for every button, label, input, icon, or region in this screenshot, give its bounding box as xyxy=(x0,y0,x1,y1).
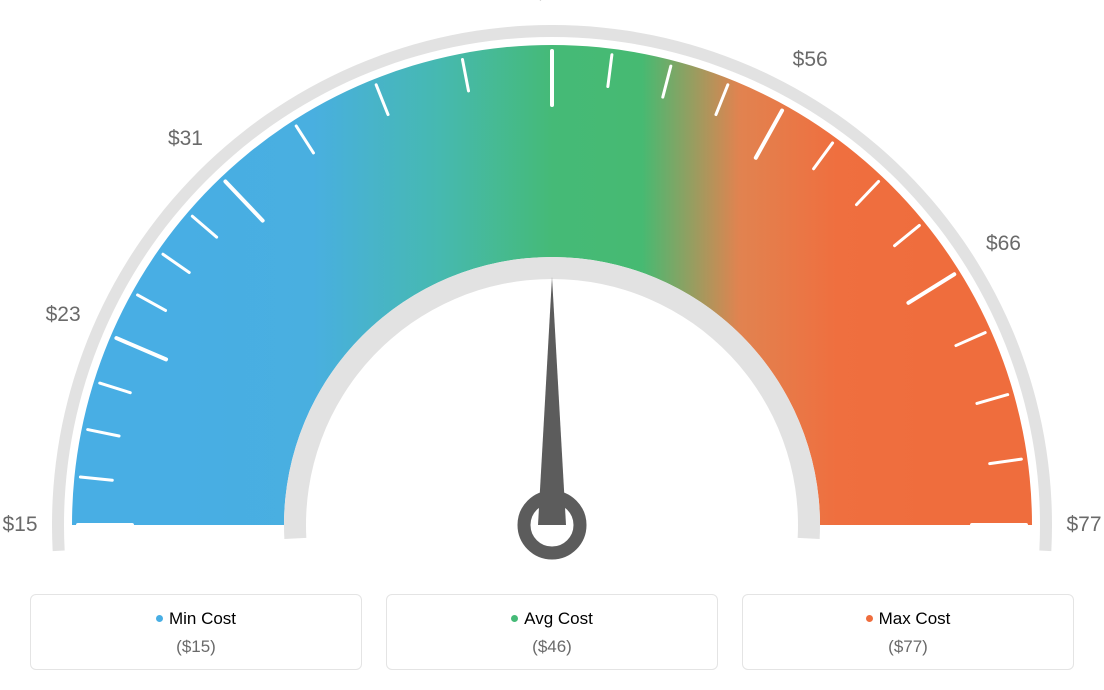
dot-icon xyxy=(156,615,163,622)
legend-card-min: Min Cost ($15) xyxy=(30,594,362,670)
legend-card-max: Max Cost ($77) xyxy=(742,594,1074,670)
dot-icon xyxy=(511,615,518,622)
legend-avg-value: ($46) xyxy=(387,637,717,657)
legend-min-value: ($15) xyxy=(31,637,361,657)
legend-avg-title: Avg Cost xyxy=(387,609,717,629)
legend-max-value: ($77) xyxy=(743,637,1073,657)
tick-label: $23 xyxy=(46,303,81,327)
tick-label: $15 xyxy=(2,513,37,537)
legend-max-label: Max Cost xyxy=(879,609,951,628)
legend-avg-label: Avg Cost xyxy=(524,609,593,628)
legend-row: Min Cost ($15) Avg Cost ($46) Max Cost (… xyxy=(0,594,1104,670)
tick-label: $46 xyxy=(534,0,569,5)
tick-label: $31 xyxy=(168,127,203,151)
gauge-svg xyxy=(0,0,1104,560)
tick-label: $56 xyxy=(793,48,828,72)
legend-min-title: Min Cost xyxy=(31,609,361,629)
legend-max-title: Max Cost xyxy=(743,609,1073,629)
legend-min-label: Min Cost xyxy=(169,609,236,628)
gauge-area: $15 $23 $31 $46 $56 $66 $77 xyxy=(0,0,1104,560)
tick-label: $77 xyxy=(1066,513,1101,537)
gauge-chart-container: $15 $23 $31 $46 $56 $66 $77 Min Cost ($15) Avg… xyxy=(0,0,1104,690)
tick-label: $66 xyxy=(986,232,1021,256)
dot-icon xyxy=(866,615,873,622)
legend-card-avg: Avg Cost ($46) xyxy=(386,594,718,670)
